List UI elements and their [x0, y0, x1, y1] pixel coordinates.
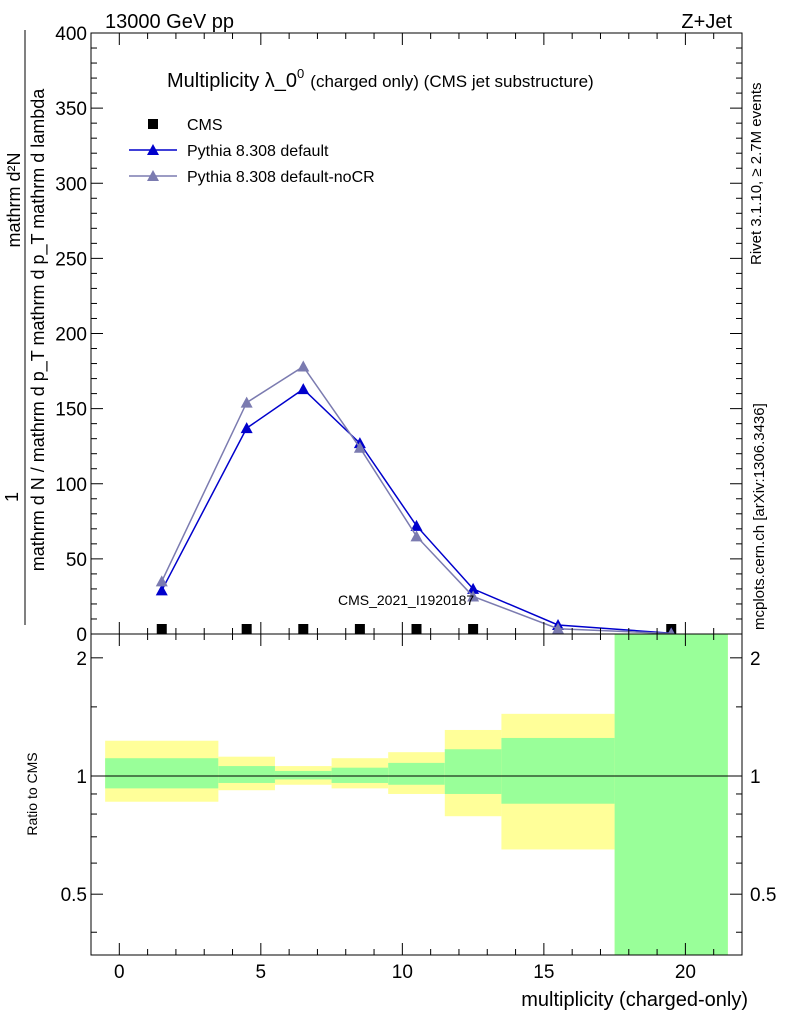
main-panel: CMS_2021_I1920187 0 50 100 150 200 250 300 350 4…: [2, 24, 743, 646]
point-cms: [468, 624, 479, 634]
main-ytick-label: 300: [55, 174, 87, 195]
main-ytick-label: 200: [55, 325, 87, 346]
point-nocr: [410, 530, 423, 542]
point-nocr: [467, 590, 480, 602]
ratio-ytick-label-right: 0.5: [750, 885, 776, 906]
ratio-ylabel: Ratio to CMS: [24, 752, 40, 835]
point-default: [467, 582, 480, 594]
main-ytick-label: 400: [55, 24, 87, 45]
ratio-ytick-label-right: 1: [750, 767, 761, 788]
main-title-text: Multiplicity λ_0: [167, 70, 297, 92]
ratio-xtick-label: 15: [533, 962, 554, 983]
legend-marker-nocr: [147, 170, 159, 181]
ratio-bands: [105, 634, 728, 955]
point-nocr: [552, 622, 565, 634]
ratio-xtick-label: 20: [675, 962, 696, 983]
rivet-label: Rivet 3.1.10, ≥ 2.7M events: [748, 83, 765, 266]
point-cms: [298, 624, 309, 634]
point-default: [410, 519, 423, 531]
main-title: Multiplicity λ_00 (charged only) (CMS jet…: [167, 66, 594, 92]
legend-marker-cms: [148, 119, 158, 129]
point-cms: [411, 624, 422, 634]
legend-label-nocr: Pythia 8.308 default-noCR: [187, 169, 375, 186]
legend-label-cms: CMS: [187, 117, 223, 134]
legend-label-default: Pythia 8.308 default: [187, 143, 329, 160]
main-ylabel-denominator: mathrm d N / mathrm d p_T mathrm d p_T m…: [28, 88, 49, 571]
point-default: [155, 584, 168, 596]
ratio-band-inner: [274, 770, 332, 780]
point-nocr: [155, 575, 168, 587]
process-label: Z+Jet: [681, 11, 732, 33]
ratio-xlabel: multiplicity (charged-only): [521, 989, 748, 1011]
point-cms: [354, 624, 365, 634]
legend-marker-default: [147, 144, 159, 155]
point-default: [240, 422, 253, 434]
ratio-axes: 0.5 0.51 12 20 5 10 15 20: [61, 634, 776, 983]
ratio-band-inner: [614, 634, 728, 955]
main-ylabel: 1 mathrm d²N mathrm d N / mathrm d p_T m…: [2, 30, 49, 625]
point-nocr: [297, 360, 310, 372]
point-nocr: [240, 396, 253, 408]
mcplots-label: mcplots.cern.ch [arXiv:1306.3436]: [751, 403, 768, 630]
main-title-sub: (charged only) (CMS jet substructure): [310, 72, 593, 91]
main-title-sup: 0: [297, 66, 304, 81]
ratio-band-inner: [388, 762, 445, 785]
watermark: CMS_2021_I1920187: [338, 592, 474, 608]
ratio-xtick-label: 0: [114, 962, 125, 983]
point-default: [297, 383, 310, 395]
ratio-band-inner: [105, 758, 219, 789]
ratio-ytick-label: 2: [76, 649, 87, 670]
ratio-xtick-label: 10: [392, 962, 413, 983]
ratio-band-inner: [501, 737, 615, 804]
main-axes: 0 50 100 150 200 250 300 350 400: [55, 24, 743, 646]
ratio-band-inner: [444, 749, 502, 794]
ratio-panel: 0.5 0.51 12 20 5 10 15 20 Ratio to CMS multipli…: [24, 633, 776, 1011]
main-ytick-label: 250: [55, 249, 87, 270]
main-ytick-label: 50: [66, 550, 87, 571]
ratio-ytick-label-right: 2: [750, 649, 761, 670]
main-ytick-label: 0: [76, 625, 87, 646]
point-nocr: [353, 441, 366, 453]
ratio-ytick-label: 0.5: [61, 885, 87, 906]
legend: CMS Pythia 8.308 default Pythia 8.308 de…: [129, 117, 375, 186]
energy-label: 13000 GeV pp: [105, 11, 234, 33]
point-cms: [156, 624, 167, 634]
main-ylabel-numerator: mathrm d²N: [4, 152, 24, 247]
ratio-ytick-label: 1: [76, 767, 87, 788]
ratio-frame: [90, 633, 743, 956]
point-cms: [241, 624, 252, 634]
series-line-default: [161, 388, 672, 634]
ratio-band-inner: [218, 766, 275, 783]
ratio-xtick-label: 5: [256, 962, 267, 983]
main-ytick-label: 100: [55, 475, 87, 496]
ratio-band-inner: [331, 767, 389, 783]
main-ytick-label: 350: [55, 99, 87, 120]
main-ylabel-top: 1: [2, 492, 22, 502]
main-ytick-label: 150: [55, 400, 87, 421]
